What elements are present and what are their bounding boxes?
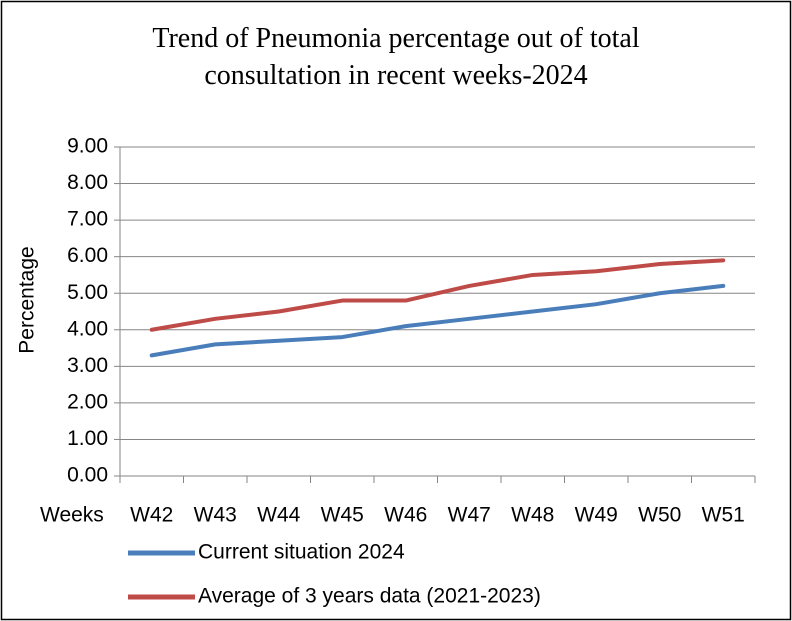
y-tick-label: 8.00 [67,171,108,194]
y-tick-label: 7.00 [67,208,108,231]
y-tick-label: 6.00 [67,244,108,267]
x-axis-label: Weeks [40,504,104,527]
x-tick-label: W45 [321,504,364,527]
x-tick-label: W42 [130,504,173,527]
y-tick-label: 9.00 [67,135,108,158]
x-tick-label: W46 [384,504,427,527]
y-tick-label: 2.00 [67,390,108,413]
x-tick-label: W43 [194,504,237,527]
x-tick-label: W50 [638,504,681,527]
y-tick-label: 1.00 [67,427,108,450]
y-tick-label: 3.00 [67,354,108,377]
x-tick-label: W47 [448,504,491,527]
legend-label: Average of 3 years data (2021-2023) [198,585,541,608]
y-tick-label: 0.00 [67,464,108,487]
series-line [149,258,726,332]
series-line [149,283,726,358]
x-tick-label: W49 [575,504,618,527]
x-tick-label: W48 [511,504,554,527]
y-tick-label: 5.00 [67,281,108,304]
legend-label: Current situation 2024 [198,541,405,564]
chart-title: Trend of Pneumonia percentage out of tot… [152,23,640,91]
y-tick-label: 4.00 [67,317,108,340]
y-axis-label: Percentage [16,246,39,353]
x-tick-label: W51 [702,504,745,527]
x-tick-label: W44 [257,504,301,527]
